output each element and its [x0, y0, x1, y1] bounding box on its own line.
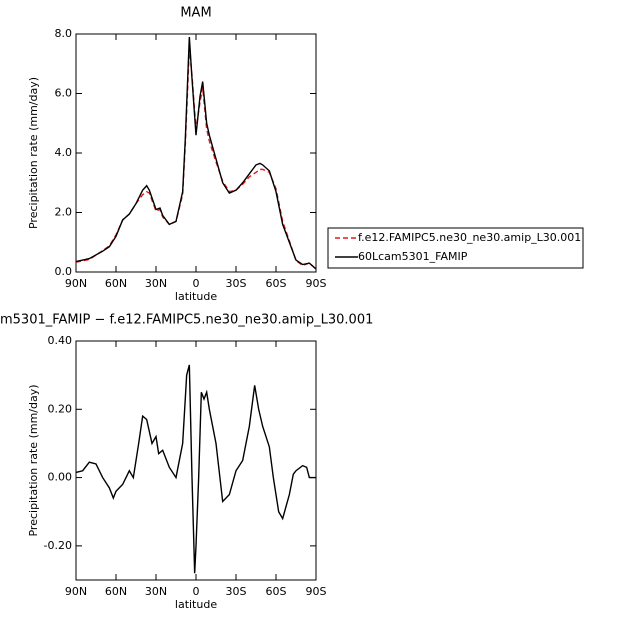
- y-tick-label: 4.0: [55, 146, 73, 159]
- x-tick-label: 60N: [105, 585, 127, 598]
- x-axis-label: latitude: [175, 598, 217, 611]
- data-line: [75, 364, 316, 574]
- x-tick-label: 60S: [266, 585, 287, 598]
- y-axis-label: Precipitation rate (mm/day): [27, 384, 40, 536]
- data-line: [75, 48, 317, 270]
- y-tick-label: 0.00: [48, 471, 73, 484]
- x-tick-label: 30N: [145, 277, 167, 290]
- x-tick-label: 90S: [306, 585, 327, 598]
- chart-title: MAM: [180, 6, 211, 21]
- legend-label: f.e12.FAMIPC5.ne30_ne30.amip_L30.001: [358, 231, 581, 244]
- chart-title: m5301_FAMIP − f.e12.FAMIPC5.ne30_ne30.am…: [0, 313, 373, 328]
- x-axis-label: latitude: [175, 290, 217, 303]
- x-tick-label: 60S: [266, 277, 287, 290]
- y-tick-label: 0.40: [48, 334, 73, 347]
- x-tick-label: 30N: [145, 585, 167, 598]
- y-tick-label: -0.20: [44, 539, 72, 552]
- y-tick-label: 2.0: [55, 206, 73, 219]
- legend-box: [327, 227, 584, 269]
- y-axis-label: Precipitation rate (mm/day): [27, 77, 40, 229]
- x-tick-label: 60N: [105, 277, 127, 290]
- y-tick-label: 0.20: [48, 402, 73, 415]
- x-tick-label: 30S: [226, 585, 247, 598]
- y-tick-label: 8.0: [55, 27, 73, 40]
- x-tick-label: 90N: [65, 585, 87, 598]
- legend-label: 60Lcam5301_FAMIP: [358, 250, 468, 263]
- x-tick-label: 90N: [65, 277, 87, 290]
- x-tick-label: 90S: [306, 277, 327, 290]
- plot-frame: [75, 33, 317, 273]
- x-tick-label: 30S: [226, 277, 247, 290]
- data-line: [75, 36, 317, 270]
- x-tick-label: 0: [193, 585, 200, 598]
- y-tick-label: 6.0: [55, 87, 73, 100]
- y-tick-label: 0.0: [55, 265, 73, 278]
- x-tick-label: 0: [193, 277, 200, 290]
